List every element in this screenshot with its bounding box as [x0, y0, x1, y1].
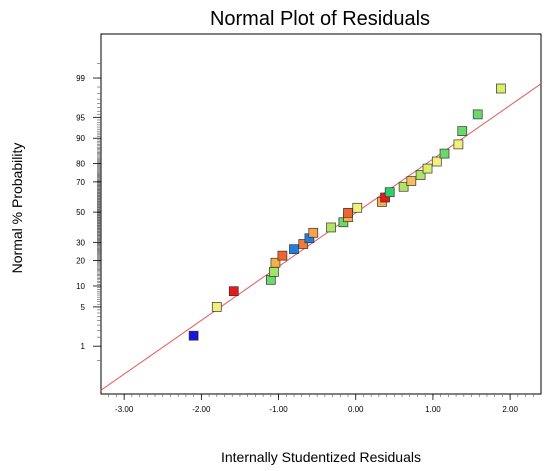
y-tick-label: 80 [76, 160, 85, 169]
y-tick-label: 20 [76, 257, 85, 266]
y-axis-title: Normal % Probability [9, 143, 25, 274]
data-point [188, 330, 199, 341]
data-point [439, 148, 450, 159]
data-point [457, 126, 468, 136]
data-point [269, 266, 279, 277]
y-tick-label: 50 [76, 208, 85, 217]
x-tick-label: -1.00 [269, 405, 288, 414]
chart-title: Normal Plot of Residuals [210, 8, 430, 30]
x-tick-label: 2.00 [502, 405, 518, 414]
x-tick-label: -3.00 [115, 405, 134, 414]
plot-area [100, 33, 542, 395]
x-tick-label: 0.00 [348, 405, 364, 414]
data-point [398, 181, 409, 192]
reference-line [100, 83, 542, 391]
y-axis-ticks: 1 5 10 20 30 50 70 80 90 95 99 [76, 63, 101, 361]
data-point [352, 202, 363, 213]
x-tick-label: 1.00 [425, 405, 441, 414]
data-point [384, 187, 395, 198]
data-point [422, 163, 433, 174]
data-point [308, 227, 319, 238]
data-point [496, 83, 506, 94]
y-tick-label: 70 [76, 178, 85, 187]
y-tick-label: 1 [81, 342, 86, 351]
data-point [289, 244, 299, 255]
data-point [326, 222, 336, 233]
y-tick-label: 95 [76, 113, 85, 122]
data-point [298, 239, 309, 249]
data-point [277, 250, 288, 261]
y-tick-label: 30 [76, 238, 85, 247]
data-points [188, 83, 506, 341]
data-point [270, 257, 281, 268]
data-point [415, 170, 426, 180]
data-point [211, 302, 222, 312]
data-point [472, 109, 483, 120]
data-point [228, 286, 239, 297]
data-point [343, 207, 353, 218]
data-point [453, 139, 464, 150]
x-tick-label: -2.00 [192, 405, 211, 414]
y-tick-label: 10 [76, 282, 85, 291]
data-point [406, 176, 417, 186]
data-point [431, 156, 442, 167]
x-axis-ticks: -3.00 -2.00 -1.00 0.00 1.00 2.00 [108, 394, 534, 414]
y-tick-label: 99 [76, 74, 85, 83]
y-tick-label: 5 [81, 303, 86, 312]
x-axis-title: Internally Studentized Residuals [221, 449, 421, 465]
y-tick-label: 90 [76, 134, 85, 143]
